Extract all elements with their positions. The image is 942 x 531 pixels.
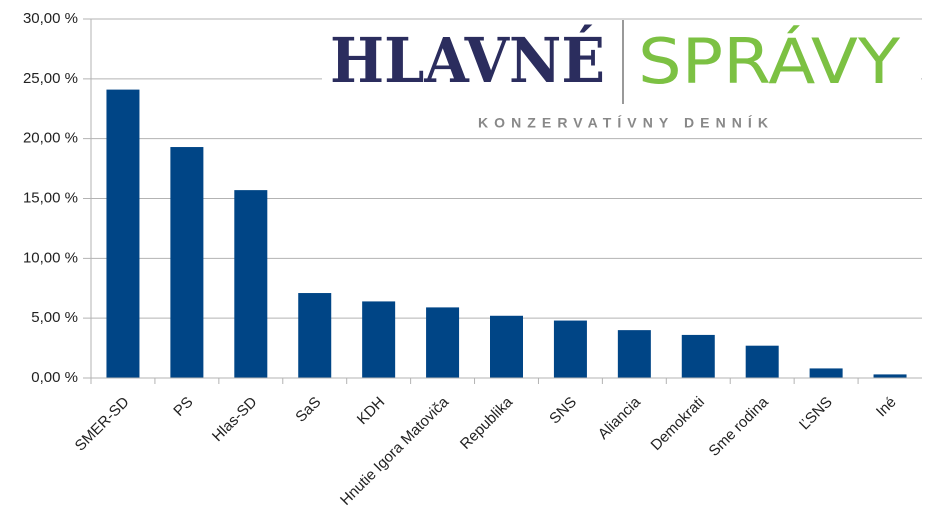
bar [362,301,396,378]
x-tick-label: SNS [546,394,580,428]
x-tick-label: Iné [873,394,900,421]
x-tick-label: SaS [292,394,324,426]
x-tick-label: Sme rodina [706,393,773,460]
bar [234,190,268,378]
bar [106,89,140,378]
bar [745,345,779,378]
y-tick-label: 20,00 % [23,130,78,147]
y-tick-label: 25,00 % [23,70,78,87]
x-tick-label: Republika [457,393,517,453]
logo-background [322,20,921,138]
x-tick-label: SMER-SD [72,393,133,454]
bar [617,330,651,378]
y-tick-label: 15,00 % [23,189,78,206]
logo-right: SPRÁVY [638,24,900,98]
logo-left: HLAVNÉ [330,24,605,97]
x-tick-label: PS [170,394,196,420]
bar [553,320,587,378]
x-tick-label: Demokrati [648,394,708,454]
bar [490,315,523,378]
bar [873,374,907,378]
x-tick-label: KDH [354,394,388,428]
bar [426,307,460,378]
y-tick-label: 0,00 % [31,369,78,386]
x-tick-label: Aliancia [595,393,645,443]
bar [170,147,204,378]
y-tick-label: 30,00 % [23,10,78,27]
bar [809,368,843,378]
bar [681,334,715,378]
bar [298,293,332,378]
x-tick-label: Hnutie Igora Matoviča [337,393,453,509]
x-tick-label: Hlas-SD [209,393,261,445]
x-tick-label: ĽSNS [796,394,836,434]
y-tick-label: 10,00 % [23,249,78,266]
y-tick-label: 5,00 % [31,309,78,326]
